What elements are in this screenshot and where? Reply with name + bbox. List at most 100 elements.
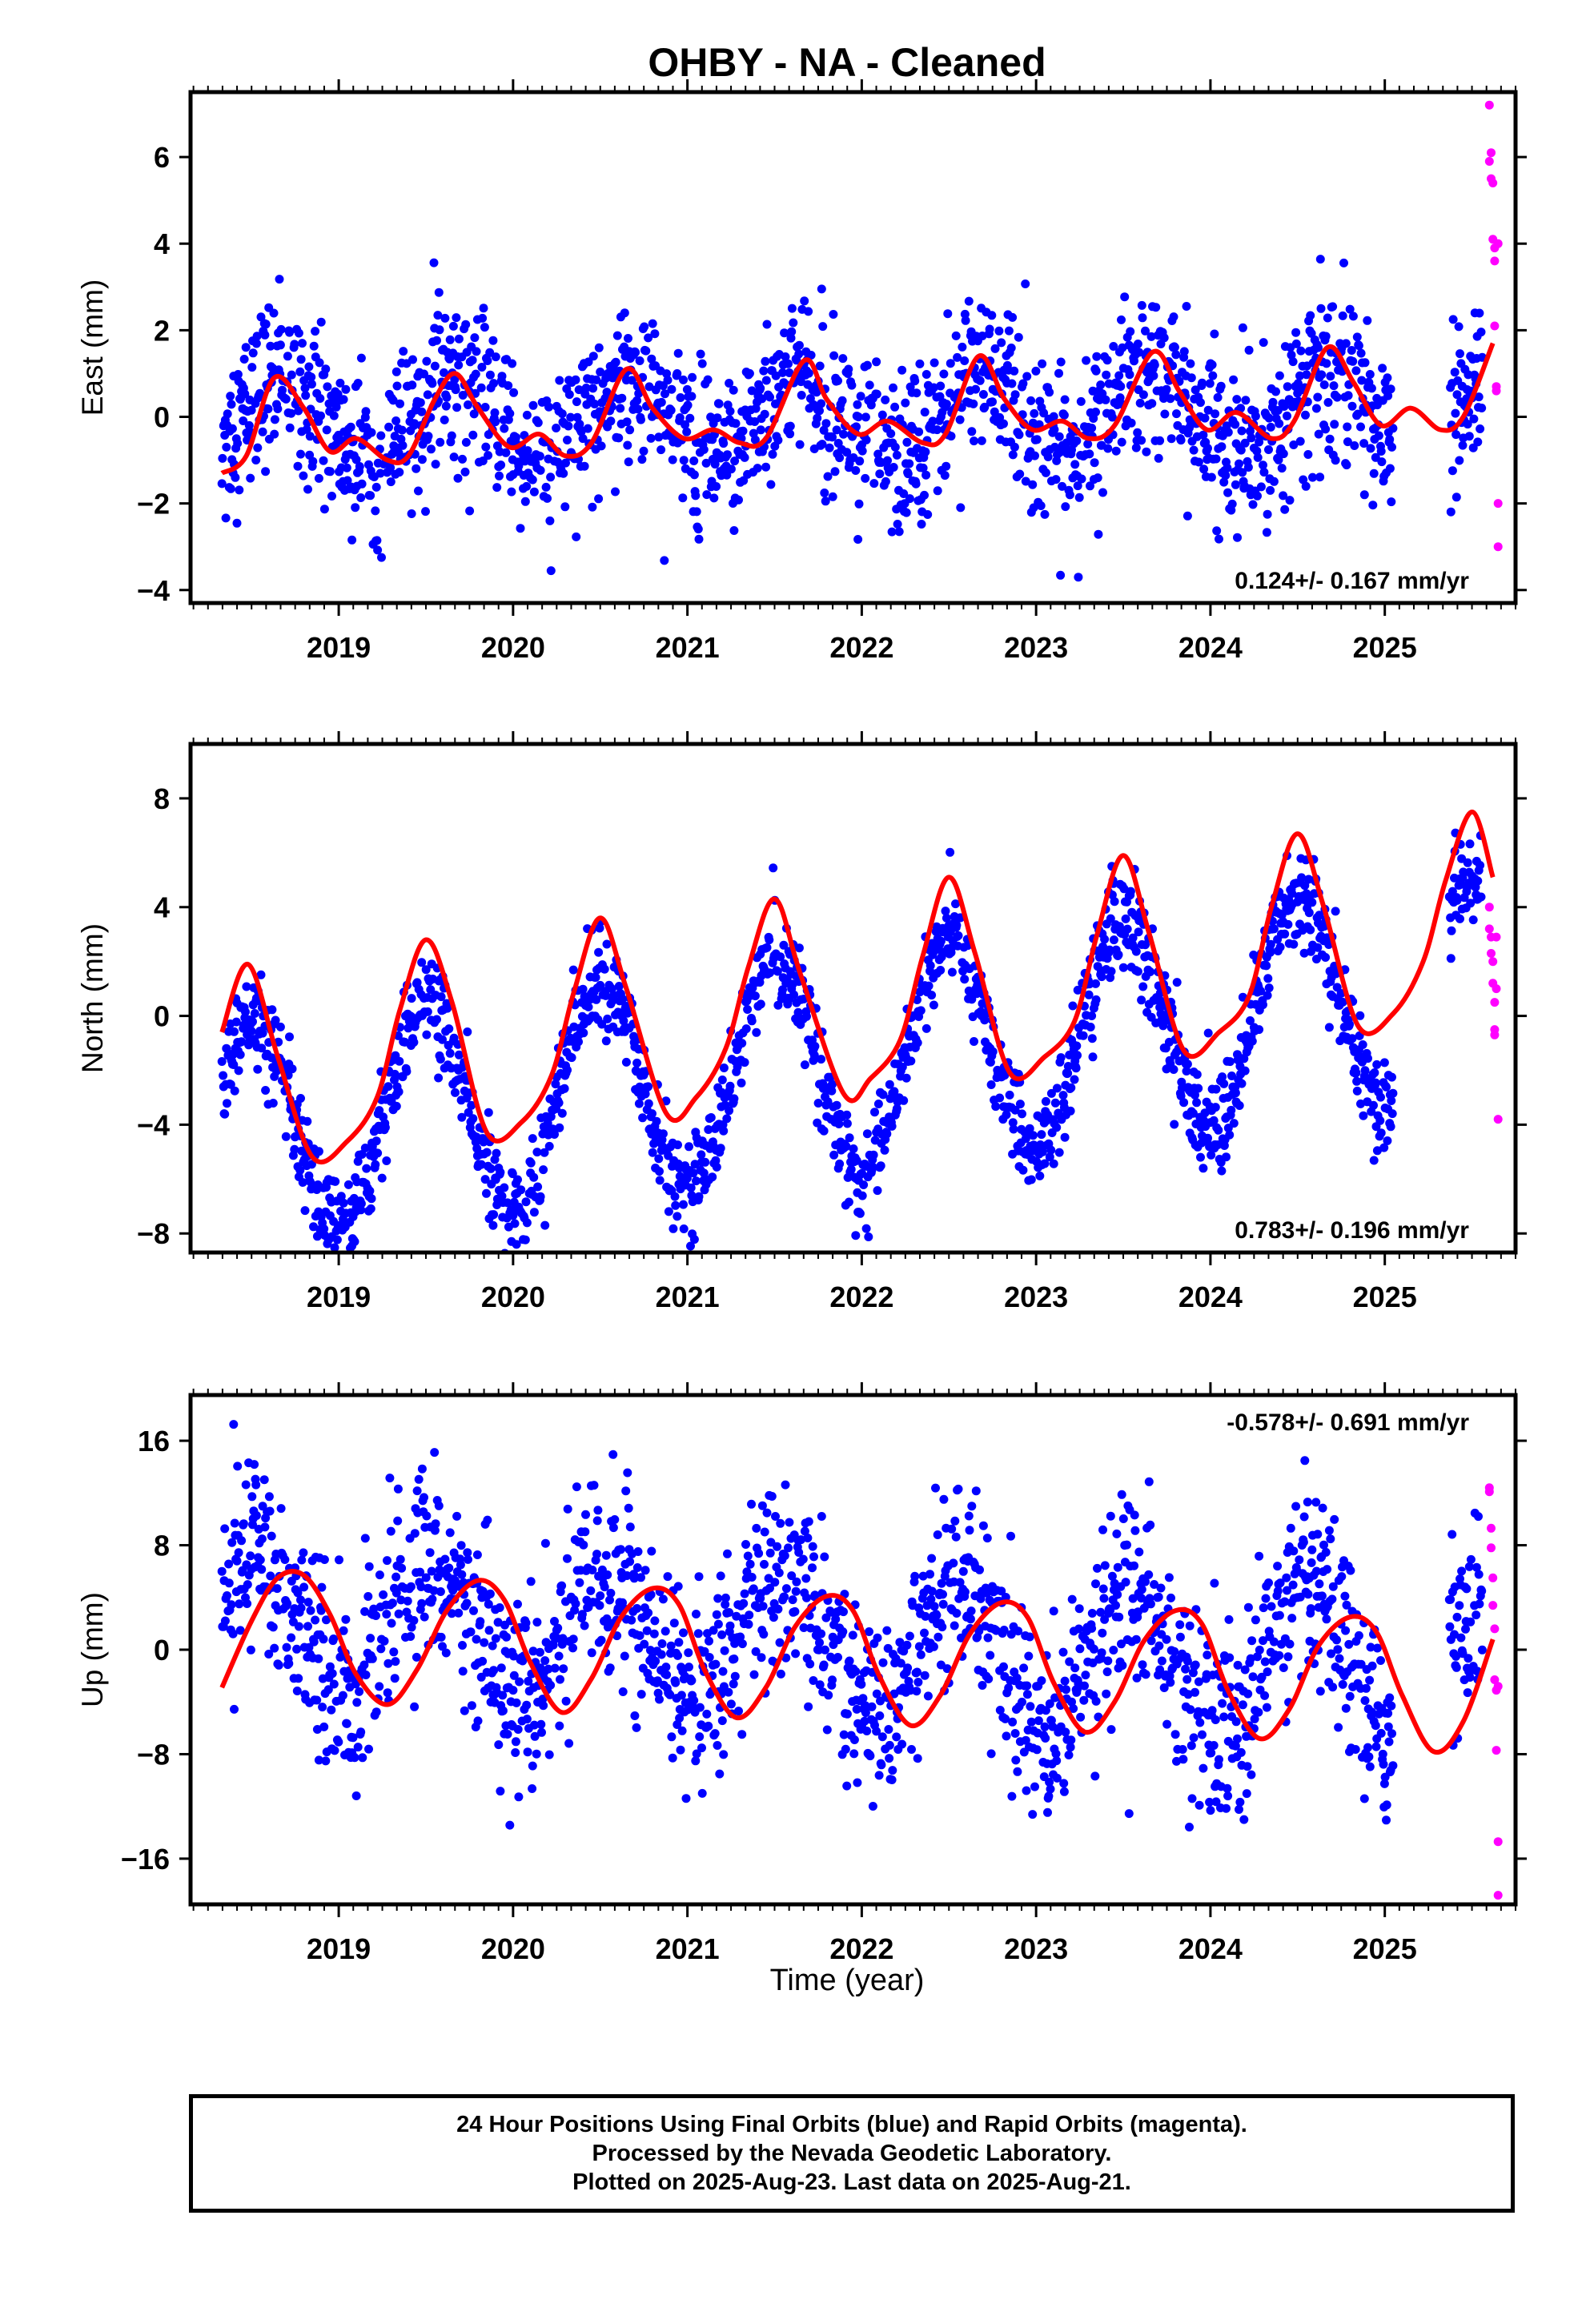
final-orbit-point <box>833 1653 842 1662</box>
final-orbit-point <box>234 1066 243 1076</box>
final-orbit-point <box>430 1448 440 1458</box>
final-orbit-point <box>485 370 495 380</box>
final-orbit-point <box>893 520 902 529</box>
final-orbit-point <box>631 348 640 357</box>
final-orbit-point <box>991 1102 1001 1112</box>
final-orbit-points <box>217 828 1486 1252</box>
final-orbit-point <box>1056 570 1066 580</box>
final-orbit-point <box>343 476 352 485</box>
final-orbit-point <box>734 495 743 505</box>
final-orbit-point <box>688 372 697 382</box>
final-orbit-point <box>842 1709 852 1719</box>
final-orbit-point <box>837 396 847 405</box>
final-orbit-point <box>572 532 581 541</box>
final-orbit-point <box>971 384 981 394</box>
rate-annotation: 0.124+/- 0.167 mm/yr <box>1235 568 1469 594</box>
final-orbit-point <box>1073 1051 1082 1060</box>
final-orbit-point <box>1302 370 1311 380</box>
final-orbit-point <box>1353 409 1363 419</box>
final-orbit-point <box>367 428 376 437</box>
final-orbit-point <box>566 412 576 422</box>
final-orbit-point <box>356 1727 366 1737</box>
final-orbit-point <box>546 1680 556 1690</box>
final-orbit-point <box>716 1144 725 1153</box>
final-orbit-point <box>1237 1079 1247 1088</box>
final-orbit-point <box>936 936 946 946</box>
final-orbit-point <box>712 1610 721 1619</box>
final-orbit-point <box>592 995 601 1004</box>
final-orbit-point <box>290 340 299 349</box>
final-orbit-point <box>1248 500 1258 509</box>
final-orbit-point <box>1131 443 1141 452</box>
final-orbit-point <box>453 473 463 483</box>
final-orbit-point <box>942 461 951 471</box>
final-orbit-point <box>267 1005 277 1015</box>
final-orbit-point <box>522 481 532 491</box>
final-orbit-point <box>687 1676 697 1685</box>
final-orbit-point <box>802 1011 811 1021</box>
final-orbit-point <box>1105 945 1114 955</box>
final-orbit-point <box>1275 943 1285 952</box>
final-orbit-point <box>605 1663 615 1673</box>
final-orbit-point <box>896 1659 905 1668</box>
final-orbit-point <box>331 440 340 450</box>
final-orbit-point <box>747 386 757 396</box>
final-orbit-point <box>839 1730 849 1739</box>
final-orbit-point <box>1093 473 1102 483</box>
final-orbit-point <box>720 1646 729 1655</box>
final-orbit-point <box>575 1578 584 1587</box>
final-orbit-point <box>1266 485 1275 495</box>
final-orbit-point <box>305 432 315 441</box>
final-orbit-point <box>1285 496 1295 505</box>
final-orbit-point <box>685 1663 693 1672</box>
final-orbit-point <box>282 1642 291 1652</box>
final-orbit-point <box>714 399 724 408</box>
final-orbit-point <box>523 1747 532 1757</box>
final-orbit-point <box>301 391 311 400</box>
final-orbit-point <box>261 1086 271 1095</box>
final-orbit-point <box>603 1014 612 1023</box>
final-orbit-point <box>761 356 770 366</box>
final-orbit-point <box>1010 366 1019 376</box>
final-orbit-point <box>563 1504 572 1514</box>
final-orbit-point <box>353 1743 363 1752</box>
final-orbit-point <box>1050 1098 1060 1108</box>
final-orbit-point <box>1283 919 1293 929</box>
final-orbit-point <box>894 527 904 537</box>
final-orbit-point <box>820 1552 829 1562</box>
final-orbit-point <box>632 1604 642 1613</box>
final-orbit-point <box>270 415 279 424</box>
final-orbit-point <box>1377 457 1387 467</box>
final-orbit-point <box>865 1627 873 1636</box>
final-orbit-point <box>667 1732 677 1742</box>
final-orbit-point <box>1072 436 1082 445</box>
final-orbit-point <box>1324 1023 1334 1032</box>
final-orbit-point <box>1138 313 1147 323</box>
final-orbit-point <box>584 1002 593 1011</box>
final-orbit-point <box>710 460 720 469</box>
final-orbit-point <box>425 1548 435 1558</box>
final-orbit-point <box>483 356 492 365</box>
final-orbit-point <box>734 1707 743 1716</box>
final-orbit-point <box>889 463 898 472</box>
final-orbit-point <box>578 984 588 994</box>
final-orbit-point <box>298 339 307 348</box>
final-orbit-point <box>1087 1034 1097 1043</box>
final-orbit-point <box>539 1165 548 1175</box>
final-orbit-point <box>946 847 955 857</box>
final-orbit-point <box>230 1086 239 1096</box>
final-orbit-point <box>1368 501 1378 510</box>
final-orbit-point <box>508 1686 518 1695</box>
final-orbit-point <box>335 1555 343 1565</box>
final-orbit-point <box>284 1659 294 1668</box>
final-orbit-point <box>377 553 386 562</box>
final-orbit-point <box>750 991 760 1001</box>
final-orbit-point <box>861 412 870 422</box>
final-orbit-point <box>293 461 303 471</box>
final-orbit-point <box>675 1172 685 1181</box>
final-orbit-point <box>581 384 591 392</box>
final-orbit-point <box>275 275 284 284</box>
final-orbit-point <box>299 1582 309 1592</box>
final-orbit-point <box>1087 1011 1097 1020</box>
final-orbit-point <box>220 1616 230 1626</box>
